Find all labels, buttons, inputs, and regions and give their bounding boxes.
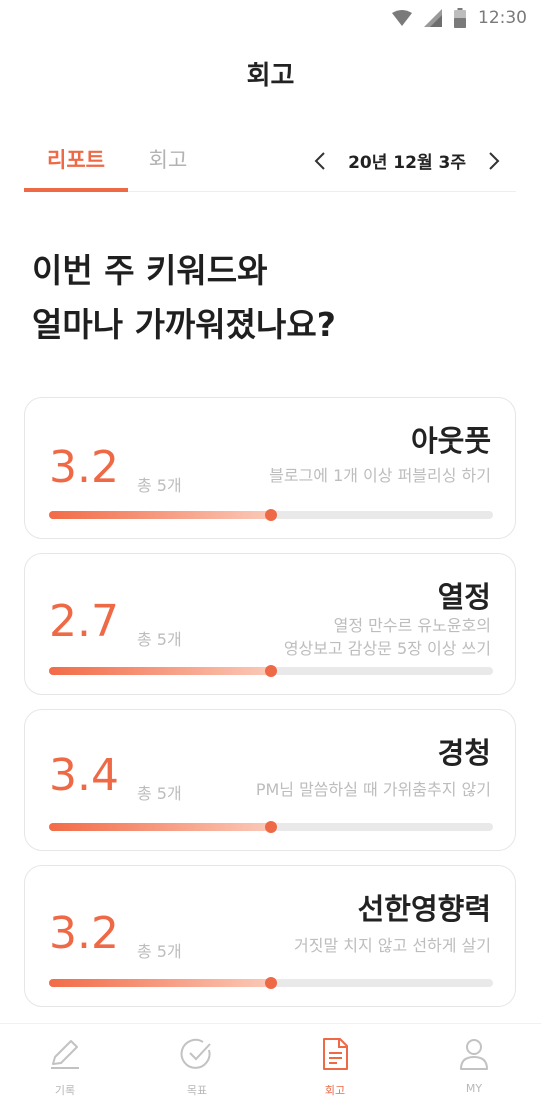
keyword-title: 경청	[437, 736, 491, 770]
keyword-title: 선한영향력	[357, 892, 491, 926]
keyword-count: 총 5개	[137, 476, 182, 495]
keyword-card[interactable]: 선한영향력 거짓말 치지 않고 선하게 살기 3.2 총 5개	[24, 865, 516, 1007]
nav-retrospect[interactable]: 회고	[275, 1036, 395, 1098]
progress-handle	[265, 821, 277, 833]
nav-label: 목표	[186, 1084, 208, 1097]
progress-fill	[49, 667, 271, 675]
tab-retrospect[interactable]: 회고	[148, 148, 188, 172]
keyword-title: 아웃풋	[410, 424, 491, 458]
progress-bar	[49, 509, 493, 521]
headline: 이번 주 키워드와 얼마나 가까워졌나요?	[32, 244, 336, 352]
keyword-score: 3.2	[49, 908, 119, 959]
tab-report[interactable]: 리포트	[24, 140, 128, 192]
check-circle-icon	[137, 1036, 257, 1072]
nav-my[interactable]: MY	[414, 1036, 534, 1095]
pencil-icon	[5, 1036, 125, 1072]
keyword-description-line: 열정 만수르 유노윤호의	[333, 616, 491, 635]
keyword-description-line: 영상보고 감상문 5장 이상 쓰기	[283, 639, 491, 658]
progress-bar	[49, 821, 493, 833]
keyword-description: PM님 말씀하실 때 가위춤추지 않기	[256, 778, 491, 801]
status-bar: 12:30	[0, 0, 541, 38]
progress-fill	[49, 979, 271, 987]
progress-handle	[265, 977, 277, 989]
battery-icon	[454, 8, 466, 28]
bottom-nav: 기록 목표 회고 MY	[0, 1023, 541, 1111]
progress-handle	[265, 509, 277, 521]
week-label: 20년 12월 3주	[348, 153, 466, 173]
headline-line-1: 이번 주 키워드와	[32, 251, 268, 290]
keyword-description-line: PM님 말씀하실 때 가위춤추지 않기	[255, 780, 491, 799]
keyword-description: 열정 만수르 유노윤호의 영상보고 감상문 5장 이상 쓰기	[284, 614, 491, 660]
progress-handle	[265, 665, 277, 677]
keyword-card[interactable]: 경청 PM님 말씀하실 때 가위춤추지 않기 3.4 총 5개	[24, 709, 516, 851]
week-navigator: 20년 12월 3주	[308, 148, 506, 173]
keyword-count: 총 5개	[137, 630, 182, 649]
nav-label: 기록	[54, 1084, 76, 1097]
tab-bar: 리포트 회고 20년 12월 3주	[24, 140, 516, 192]
wifi-icon	[392, 10, 412, 26]
progress-fill	[49, 511, 271, 519]
nav-goal[interactable]: 목표	[137, 1036, 257, 1098]
keyword-score: 2.7	[49, 596, 119, 647]
keyword-card[interactable]: 아웃풋 블로그에 1개 이상 퍼블리싱 하기 3.2 총 5개	[24, 397, 516, 539]
nav-label: MY	[465, 1082, 483, 1095]
nav-label: 회고	[324, 1084, 346, 1097]
keyword-score: 3.2	[49, 442, 119, 493]
chevron-left-icon[interactable]	[308, 149, 332, 173]
keyword-description-line: 블로그에 1개 이상 퍼블리싱 하기	[269, 466, 491, 485]
progress-bar	[49, 977, 493, 989]
person-icon	[414, 1036, 534, 1072]
chevron-right-icon[interactable]	[482, 149, 506, 173]
progress-fill	[49, 823, 271, 831]
progress-bar	[49, 665, 493, 677]
keyword-description: 거짓말 치지 않고 선하게 살기	[294, 934, 491, 957]
keyword-description: 블로그에 1개 이상 퍼블리싱 하기	[269, 464, 491, 487]
keyword-title: 열정	[437, 580, 491, 614]
keyword-count: 총 5개	[137, 942, 182, 961]
keyword-score: 3.4	[49, 750, 119, 801]
keyword-description-line: 거짓말 치지 않고 선하게 살기	[294, 936, 491, 955]
status-time: 12:30	[478, 8, 527, 28]
signal-icon	[424, 9, 442, 27]
nav-record[interactable]: 기록	[5, 1036, 125, 1098]
page-title: 회고	[246, 61, 295, 91]
status-icons: 12:30	[392, 8, 527, 28]
keyword-count: 총 5개	[137, 784, 182, 803]
document-icon	[275, 1036, 395, 1072]
headline-line-2: 얼마나 가까워졌나요?	[32, 305, 336, 344]
keyword-card[interactable]: 열정 열정 만수르 유노윤호의 영상보고 감상문 5장 이상 쓰기 2.7 총 …	[24, 553, 516, 695]
